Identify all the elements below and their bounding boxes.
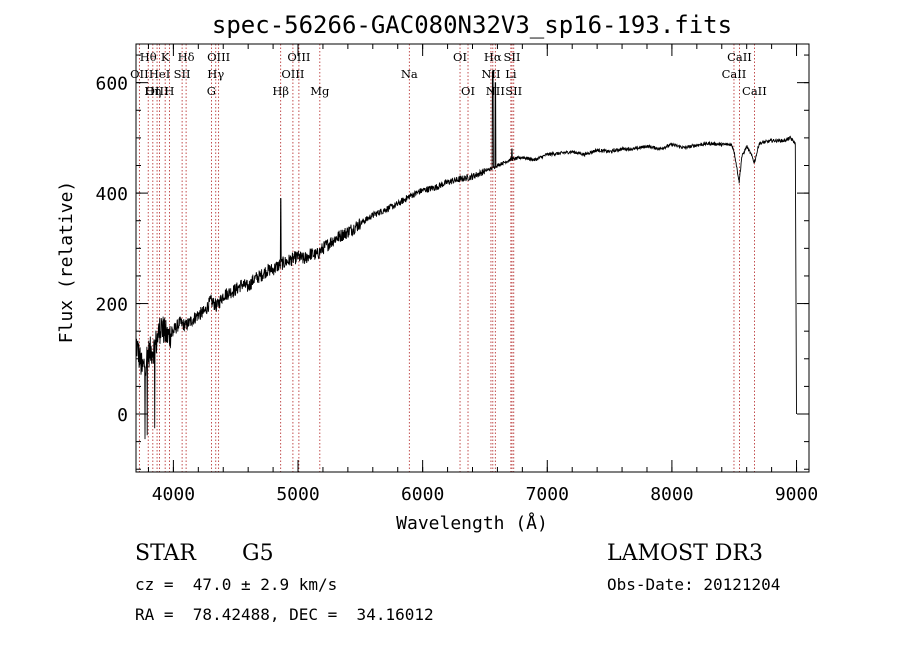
y-tick-label: 0: [117, 405, 128, 426]
line-label: OI: [461, 84, 475, 98]
line-label: Na: [401, 67, 418, 81]
line-label: H: [164, 84, 174, 98]
line-label: Hγ: [207, 67, 224, 81]
line-label: CaII: [722, 67, 747, 81]
line-label: SII: [174, 67, 191, 81]
line-label: Hθ: [140, 50, 157, 64]
spectrum-line: [135, 71, 797, 440]
object-class: STAR: [135, 541, 197, 566]
x-tick-label: 7000: [526, 484, 569, 505]
chart-title: spec-56266-GAC080N32V3_sp16-193.fits: [212, 11, 732, 39]
line-label: Hβ: [272, 84, 289, 98]
line-label: OII: [130, 67, 149, 81]
coordinates-readout: RA = 78.42488, DEC = 34.16012: [135, 605, 434, 624]
spectrum-plot: [135, 71, 797, 440]
x-tick-label: 8000: [650, 484, 693, 505]
line-label: Li: [505, 67, 517, 81]
line-label: Hη: [144, 84, 161, 98]
line-label: Hδ: [178, 50, 195, 64]
y-tick-label: 200: [95, 295, 128, 316]
line-label: NII: [481, 67, 500, 81]
x-tick-label: 4000: [152, 484, 195, 505]
obs-date: Obs-Date: 20121204: [607, 575, 780, 594]
x-axis: 4000 5000 6000 7000 8000 9000: [147, 44, 818, 505]
object-subclass: G5: [242, 541, 274, 566]
line-label: OIII: [287, 50, 310, 64]
line-label: CaII: [742, 84, 767, 98]
line-label: K: [161, 50, 170, 64]
redshift-readout: cz = 47.0 ± 2.9 km/s: [135, 575, 337, 594]
x-axis-label: Wavelength (Å): [396, 512, 548, 534]
line-label: OI: [453, 50, 467, 64]
survey-name: LAMOST DR3: [607, 541, 763, 566]
y-axis: 0 200 400 600: [95, 54, 809, 470]
line-label: Hα: [484, 50, 502, 64]
spectral-line-markers: [138, 44, 755, 472]
line-label: OIII: [281, 67, 304, 81]
plot-frame: [135, 43, 810, 473]
line-label: OIII: [207, 50, 230, 64]
line-label: CaII: [727, 50, 752, 64]
x-tick-label: 5000: [276, 484, 319, 505]
line-label: SII: [504, 50, 521, 64]
line-label: SII: [505, 84, 522, 98]
y-tick-label: 600: [95, 74, 128, 95]
x-tick-label: 9000: [775, 484, 818, 505]
x-tick-label: 6000: [401, 484, 444, 505]
line-label: Mg: [310, 84, 330, 98]
y-axis-label: Flux (relative): [56, 181, 77, 344]
line-label: OIII: [146, 84, 169, 98]
y-tick-label: 400: [95, 184, 128, 205]
line-label: HeI: [149, 67, 170, 81]
line-label: G: [207, 84, 216, 98]
